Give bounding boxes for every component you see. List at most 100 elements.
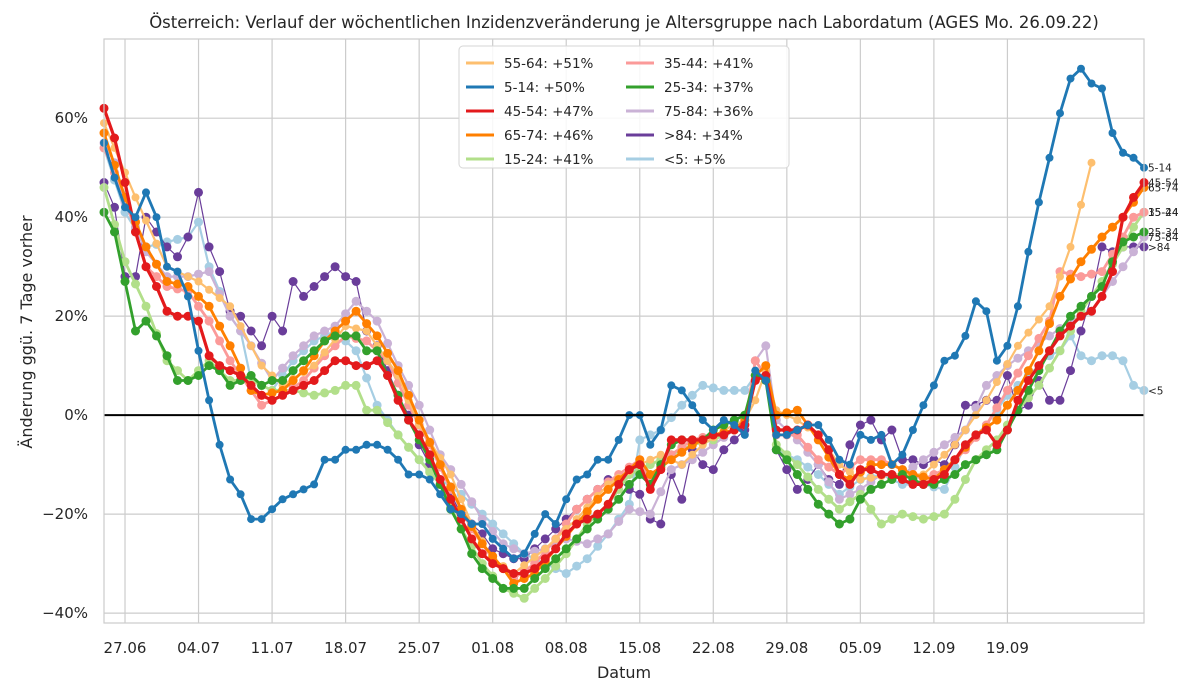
data-point	[299, 388, 309, 398]
data-point	[1002, 385, 1012, 395]
data-point	[1023, 376, 1033, 385]
data-point	[372, 405, 382, 415]
data-point	[446, 470, 455, 479]
legend: 55-64: +51% 5-14: +50% 45-54: +47% 65-74: +…	[458, 45, 790, 169]
data-point	[771, 445, 781, 455]
data-point	[960, 460, 970, 470]
data-point	[351, 361, 361, 371]
y-tick-label: −40%	[42, 604, 88, 622]
data-point	[604, 455, 613, 464]
data-point	[488, 574, 498, 583]
data-point	[204, 242, 214, 252]
data-point	[309, 331, 319, 341]
data-point	[362, 361, 372, 371]
data-point	[698, 447, 708, 457]
data-point	[1023, 400, 1033, 410]
data-point	[352, 445, 361, 454]
series-4554	[99, 103, 1149, 578]
data-point	[1076, 301, 1086, 311]
series-line	[102, 211, 1145, 590]
data-point	[866, 504, 876, 514]
data-point	[194, 371, 203, 380]
data-point	[173, 267, 182, 276]
data-point	[225, 311, 235, 321]
data-point	[267, 388, 277, 398]
data-point	[1045, 153, 1054, 162]
series-514	[100, 64, 1148, 563]
data-point	[362, 336, 372, 346]
data-point	[351, 306, 361, 316]
x-tick-label: 15.08	[618, 639, 661, 657]
end-label: 5-14	[1148, 163, 1172, 175]
data-point	[110, 227, 119, 237]
data-point	[173, 311, 182, 321]
data-point	[792, 470, 802, 479]
series-5	[99, 143, 1149, 578]
data-point	[897, 475, 907, 484]
data-point	[929, 512, 939, 522]
data-point	[540, 534, 550, 544]
data-point	[1076, 257, 1086, 267]
data-point	[908, 462, 918, 472]
data-point	[289, 490, 298, 499]
data-point	[960, 400, 970, 410]
data-point	[792, 405, 802, 415]
data-point	[708, 465, 718, 475]
data-point	[1045, 331, 1054, 341]
data-point	[1129, 222, 1138, 232]
data-point	[834, 504, 844, 514]
data-point	[551, 554, 561, 564]
data-point	[824, 445, 834, 455]
data-point	[667, 381, 676, 390]
data-point	[183, 232, 193, 242]
data-point	[288, 277, 298, 286]
data-point	[194, 187, 203, 197]
data-point	[1013, 395, 1023, 405]
data-point	[950, 351, 959, 360]
data-point	[414, 400, 424, 410]
data-point	[215, 267, 225, 277]
data-point	[341, 309, 351, 319]
data-point	[194, 217, 203, 227]
data-point	[173, 252, 182, 262]
data-point	[351, 380, 361, 390]
data-point	[152, 213, 161, 222]
data-point	[782, 465, 792, 475]
legend-box	[458, 45, 790, 169]
data-point	[320, 455, 329, 464]
plot-frame	[103, 38, 1145, 624]
data-point	[141, 301, 151, 311]
data-point	[845, 497, 855, 507]
data-point	[687, 390, 697, 400]
data-point	[646, 455, 655, 464]
data-point	[950, 432, 960, 442]
data-point	[467, 549, 477, 559]
series-line	[103, 182, 1144, 560]
data-point	[226, 302, 235, 311]
data-point	[582, 494, 592, 504]
data-point	[877, 430, 886, 439]
data-point	[425, 467, 435, 477]
data-point	[488, 544, 498, 554]
data-point	[772, 430, 781, 439]
data-point	[225, 356, 235, 366]
data-point	[960, 440, 970, 450]
end-label: 65-74	[1148, 182, 1179, 194]
data-point	[645, 484, 655, 494]
data-point	[908, 512, 918, 522]
data-point	[393, 395, 403, 405]
data-point	[478, 520, 487, 528]
data-point	[394, 455, 403, 464]
data-point	[992, 403, 1002, 413]
data-point	[793, 426, 802, 434]
data-point	[1097, 267, 1107, 277]
data-point	[540, 574, 550, 583]
data-point	[509, 544, 519, 554]
data-point	[908, 455, 918, 465]
data-point	[205, 285, 214, 294]
data-point	[320, 272, 330, 282]
data-point	[131, 227, 140, 237]
data-point	[918, 514, 928, 524]
data-point	[730, 421, 739, 429]
data-point	[719, 385, 729, 395]
